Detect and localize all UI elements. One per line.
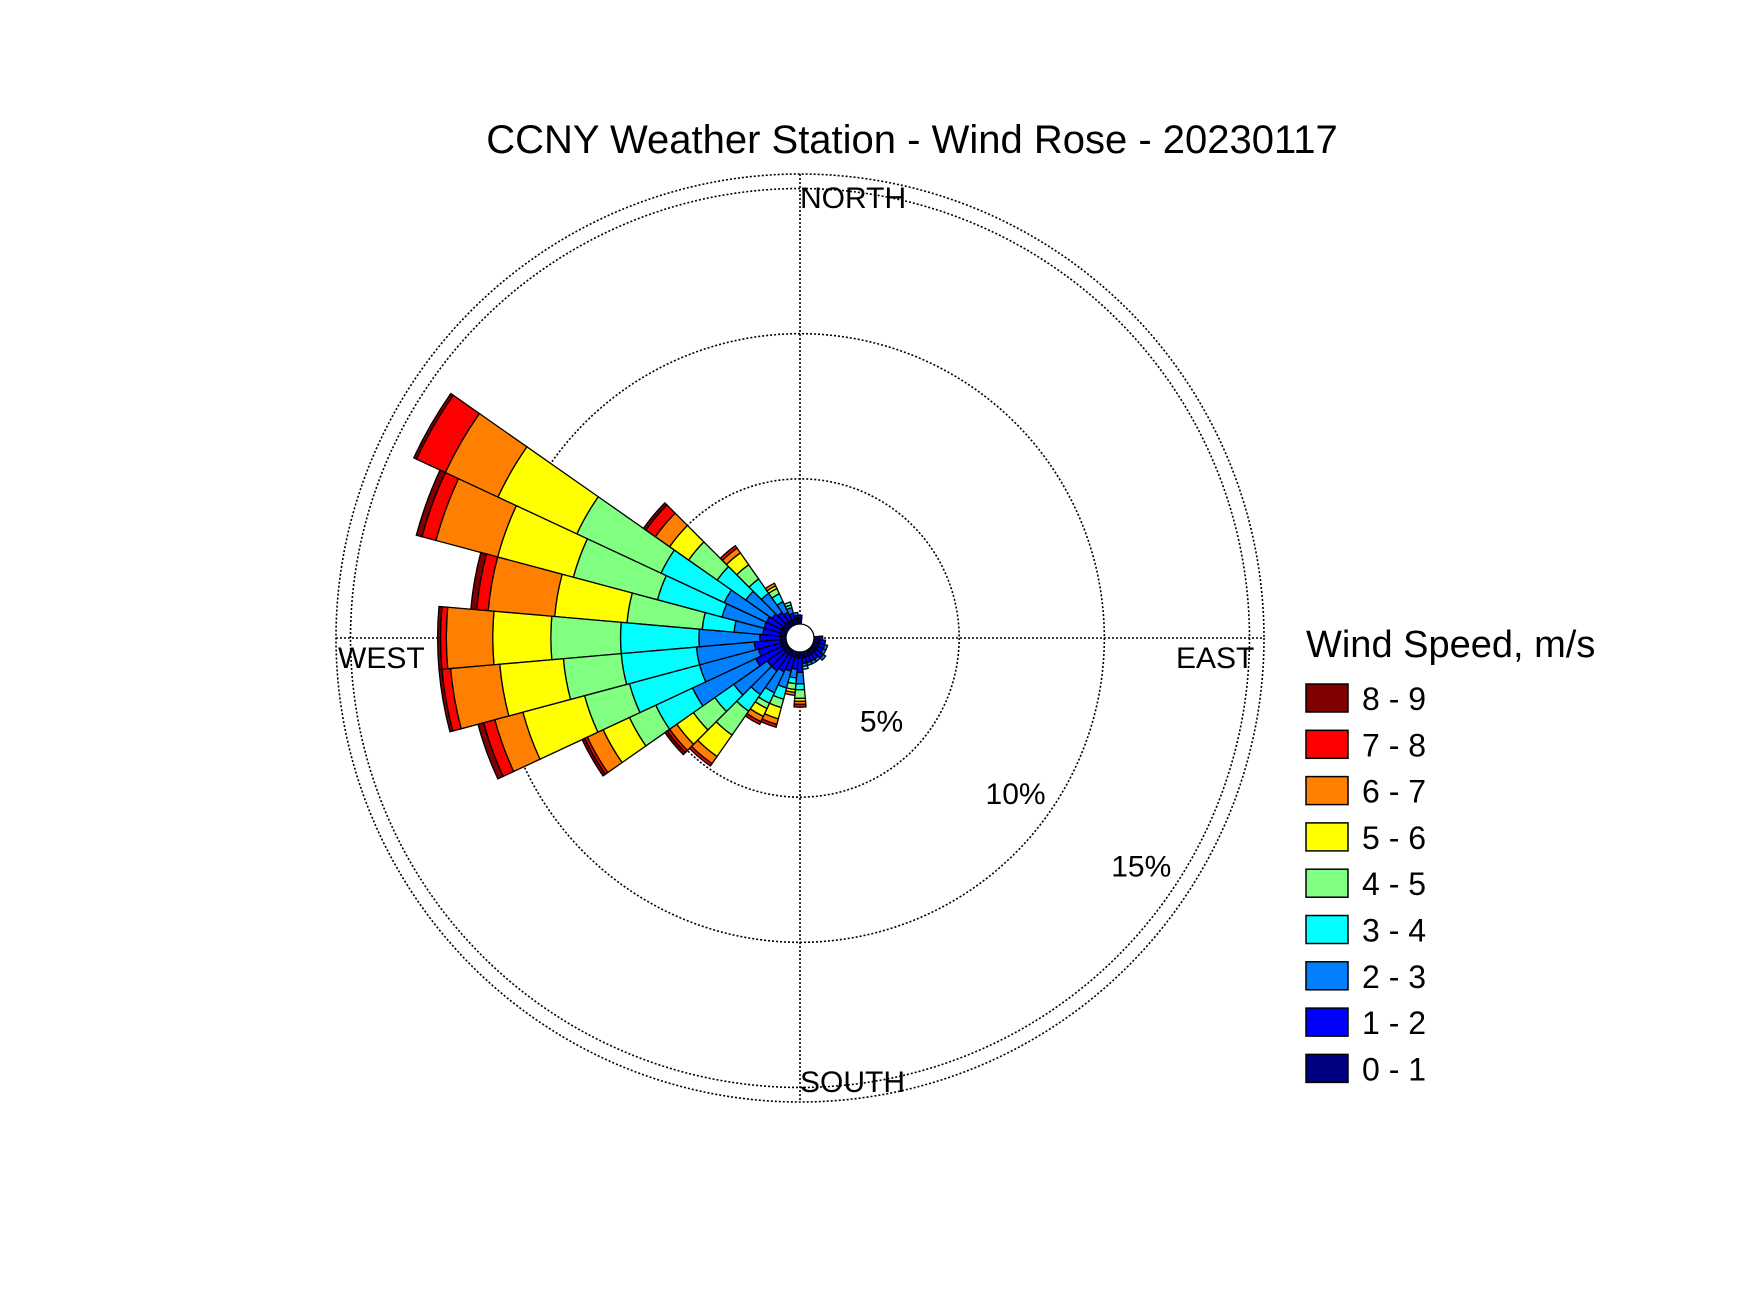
- petal-350-bin-2: [792, 611, 799, 617]
- legend-swatch-6: [1305, 961, 1349, 991]
- petal-260-bin-8: [438, 668, 454, 733]
- petal-330-bin-6: [764, 582, 777, 592]
- legend-swatch-5: [1305, 914, 1349, 945]
- petal-0-bin-0: [797, 617, 803, 625]
- legend-label-3: 5 - 6: [1362, 820, 1426, 856]
- petal-300-bin-8: [412, 392, 455, 460]
- petal-140-bin-2: [813, 655, 822, 663]
- legend-label-0: 8 - 9: [1362, 681, 1426, 717]
- legend-swatch-1: [1305, 729, 1349, 760]
- petal-250-bin-8: [477, 721, 505, 780]
- radial-tick-labels: 5% 10% 15%: [860, 706, 1171, 884]
- grid-ring-10: [494, 332, 1106, 944]
- direction-label-south: SOUTH: [800, 1066, 905, 1099]
- petal-200-bin-7: [760, 718, 778, 729]
- legend-label-6: 2 - 3: [1362, 959, 1426, 995]
- petal-270-bin-8: [436, 605, 443, 671]
- legend-label-8: 0 - 1: [1362, 1051, 1426, 1087]
- petal-280-bin-8: [470, 551, 488, 611]
- petal-310-bin-8: [642, 501, 668, 531]
- petal-270-bin-5: [492, 610, 553, 666]
- petal-340-bin-4: [783, 601, 792, 608]
- petal-290-bin-8: [415, 469, 447, 538]
- grid-ring-15: [349, 187, 1251, 1089]
- petal-210-bin-7: [744, 712, 762, 726]
- legend-swatch-4: [1305, 868, 1349, 898]
- legend-swatch-3: [1305, 822, 1349, 852]
- legend-swatch-0: [1305, 683, 1349, 713]
- petal-0-bin-1: [797, 614, 803, 619]
- petal-320-bin-7: [719, 544, 738, 562]
- legend-swatch-8: [1305, 1053, 1349, 1084]
- petal-170-bin-3: [801, 664, 809, 671]
- petal-230-bin-8: [663, 730, 687, 756]
- legend: Wind Speed, m/s 8 - 9 7 - 8 6 - 7 5 - 6 4 - …: [1305, 624, 1595, 1087]
- petal-270-bin-4: [550, 615, 622, 661]
- legend-title: Wind Speed, m/s: [1306, 624, 1595, 666]
- legend-label-1: 7 - 8: [1362, 727, 1426, 763]
- direction-label-north: NORTH: [800, 182, 906, 215]
- petal-190-bin-6: [784, 689, 796, 697]
- petal-180-bin-2: [795, 671, 805, 685]
- ring-label-10: 10%: [986, 778, 1046, 811]
- legend-swatch-7: [1305, 1007, 1349, 1037]
- legend-label-4: 4 - 5: [1362, 866, 1426, 902]
- legend-label-2: 6 - 7: [1362, 774, 1426, 810]
- chart-title: CCNY Weather Station - Wind Rose - 20230…: [486, 118, 1338, 162]
- petal-220-bin-7: [688, 745, 713, 767]
- legend-label-5: 3 - 4: [1362, 913, 1426, 949]
- ring-label-15: 15%: [1111, 851, 1171, 884]
- petal-270-bin-6: [445, 606, 495, 670]
- grid-ring-outer: [335, 173, 1265, 1103]
- direction-label-west: WEST: [338, 642, 425, 675]
- ring-label-5: 5%: [860, 706, 903, 739]
- legend-swatch-2: [1305, 775, 1349, 806]
- direction-label-east: EAST: [1176, 642, 1254, 675]
- grid-ring-5: [640, 478, 960, 798]
- petal-240-bin-8: [581, 737, 607, 777]
- petal-180-bin-7: [793, 703, 807, 708]
- petal-180-bin-4: [794, 688, 806, 700]
- petal-180-bin-3: [794, 683, 806, 691]
- petal-130-bin-2: [819, 653, 827, 662]
- wind-petals: [412, 392, 829, 780]
- center-hub: [785, 623, 815, 653]
- legend-label-7: 1 - 2: [1362, 1005, 1426, 1041]
